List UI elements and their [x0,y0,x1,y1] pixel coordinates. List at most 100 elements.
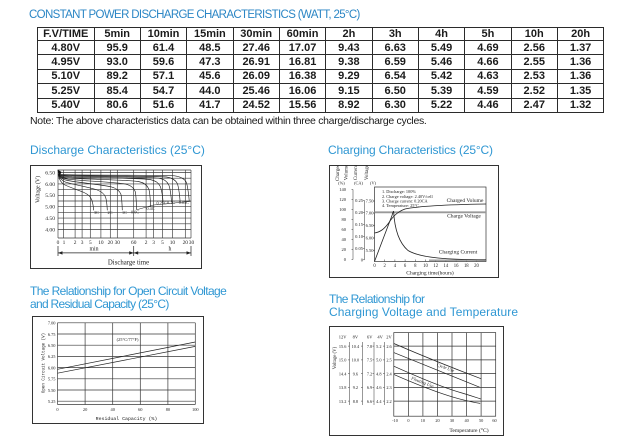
svg-text:4V: 4V [377,335,383,340]
svg-text:Floating Use: Floating Use [410,375,435,388]
svg-text:3. Charge current: 0.20CA: 3. Charge current: 0.20CA [382,198,429,203]
svg-text:3C: 3C [94,210,99,215]
svg-text:2C: 2C [107,210,112,215]
svg-text:6.00: 6.00 [45,181,55,187]
svg-text:12V: 12V [339,335,348,340]
svg-text:13.2: 13.2 [339,399,347,404]
svg-text:Charged: Charged [336,165,341,181]
svg-text:(25°C/77°F): (25°C/77°F) [116,337,138,342]
svg-text:20: 20 [82,407,87,412]
svg-text:3: 3 [152,240,155,246]
svg-text:4.4: 4.4 [376,399,382,404]
svg-text:20: 20 [107,240,113,246]
svg-text:14.4: 14.4 [339,371,347,376]
svg-text:12: 12 [433,264,438,269]
svg-text:5.50: 5.50 [45,193,55,199]
svg-text:0: 0 [56,240,59,246]
svg-text:7.00: 7.00 [47,321,55,326]
svg-text:4.6: 4.6 [376,385,382,390]
svg-text:60: 60 [138,407,143,412]
svg-text:10: 10 [169,240,175,246]
svg-text:3: 3 [80,240,83,246]
svg-text:10.4: 10.4 [352,344,360,349]
svg-text:50: 50 [479,418,483,423]
svg-text:0.25: 0.25 [355,198,364,203]
svg-text:30: 30 [450,418,454,423]
svg-text:Open Circuit Voltage (V): Open Circuit Voltage (V) [41,333,46,393]
svg-text:8.8: 8.8 [353,399,358,404]
svg-text:10: 10 [423,264,428,269]
svg-text:5: 5 [88,240,91,246]
svg-text:7.8: 7.8 [367,344,372,349]
svg-text:6: 6 [404,264,407,269]
svg-text:10: 10 [98,240,104,246]
svg-text:5.2: 5.2 [376,344,381,349]
svg-text:0.1C: 0.1C [166,199,174,204]
svg-text:1. Discharge: 100%: 1. Discharge: 100% [382,189,416,194]
svg-text:80: 80 [165,407,170,412]
svg-text:min: min [89,246,98,252]
svg-text:8V: 8V [353,335,359,340]
svg-text:Charging Current: Charging Current [439,249,478,255]
svg-text:0.6C: 0.6C [130,209,138,214]
svg-text:6.50: 6.50 [366,223,375,228]
svg-text:4: 4 [394,264,397,269]
svg-text:20: 20 [435,418,439,423]
svg-text:6.00: 6.00 [47,365,55,370]
svg-text:0: 0 [344,257,347,262]
svg-text:0.05: 0.05 [355,246,364,251]
svg-text:7.00: 7.00 [366,211,375,216]
svg-text:2: 2 [384,264,387,269]
svg-text:60: 60 [131,240,137,246]
svg-text:10.0: 10.0 [352,358,360,363]
svg-text:Residual Capacity (%): Residual Capacity (%) [95,416,157,422]
svg-text:Cycle Use: Cycle Use [436,362,455,373]
svg-text:Temperature (°C): Temperature (°C) [449,427,488,434]
svg-text:9.2: 9.2 [353,385,358,390]
svg-text:30: 30 [114,240,120,246]
svg-text:0.25C: 0.25C [156,200,166,205]
svg-text:Current: Current [354,165,359,180]
svg-text:40: 40 [110,407,115,412]
svg-text:2: 2 [73,240,76,246]
svg-text:5.0: 5.0 [376,358,381,363]
svg-text:6.6: 6.6 [367,399,373,404]
svg-text:-10: -10 [392,418,398,423]
svg-text:60: 60 [492,418,496,423]
svg-text:5.00: 5.00 [45,204,55,210]
svg-text:120: 120 [339,197,347,202]
svg-text:13.8: 13.8 [339,385,347,390]
svg-text:8: 8 [414,264,417,269]
svg-text:6.00: 6.00 [366,236,375,241]
svg-text:0.4C: 0.4C [146,205,154,210]
svg-text:(%): (%) [338,181,345,186]
svg-text:6V: 6V [367,335,373,340]
svg-text:2: 2 [144,240,147,246]
svg-text:Voltage (V): Voltage (V) [333,346,338,369]
svg-text:5.50: 5.50 [47,388,55,393]
svg-text:4.50: 4.50 [45,216,55,222]
svg-text:18: 18 [464,264,469,269]
svg-text:h: h [168,246,171,252]
svg-text:0.10: 0.10 [355,234,364,239]
svg-text:0: 0 [56,407,59,412]
svg-text:0: 0 [407,418,409,423]
svg-text:2.3: 2.3 [386,385,391,390]
svg-text:2. Charge voltage: 2.40V/cell: 2. Charge voltage: 2.40V/cell [382,194,433,199]
svg-text:14: 14 [444,264,449,269]
svg-text:140: 140 [339,187,347,192]
svg-text:30: 30 [188,240,194,246]
svg-text:80: 80 [342,217,347,222]
svg-text:(CA): (CA) [354,181,363,186]
svg-text:2.4: 2.4 [386,371,392,376]
svg-text:7.50: 7.50 [366,199,375,204]
svg-text:6.9: 6.9 [367,385,372,390]
svg-text:1: 1 [62,240,65,246]
svg-text:40: 40 [464,418,468,423]
svg-text:5: 5 [161,240,164,246]
svg-text:2.2: 2.2 [386,399,391,404]
svg-text:Charged Volume: Charged Volume [447,198,484,204]
svg-text:2V: 2V [386,335,392,340]
svg-text:0: 0 [373,264,376,269]
svg-text:1C: 1C [122,210,127,215]
